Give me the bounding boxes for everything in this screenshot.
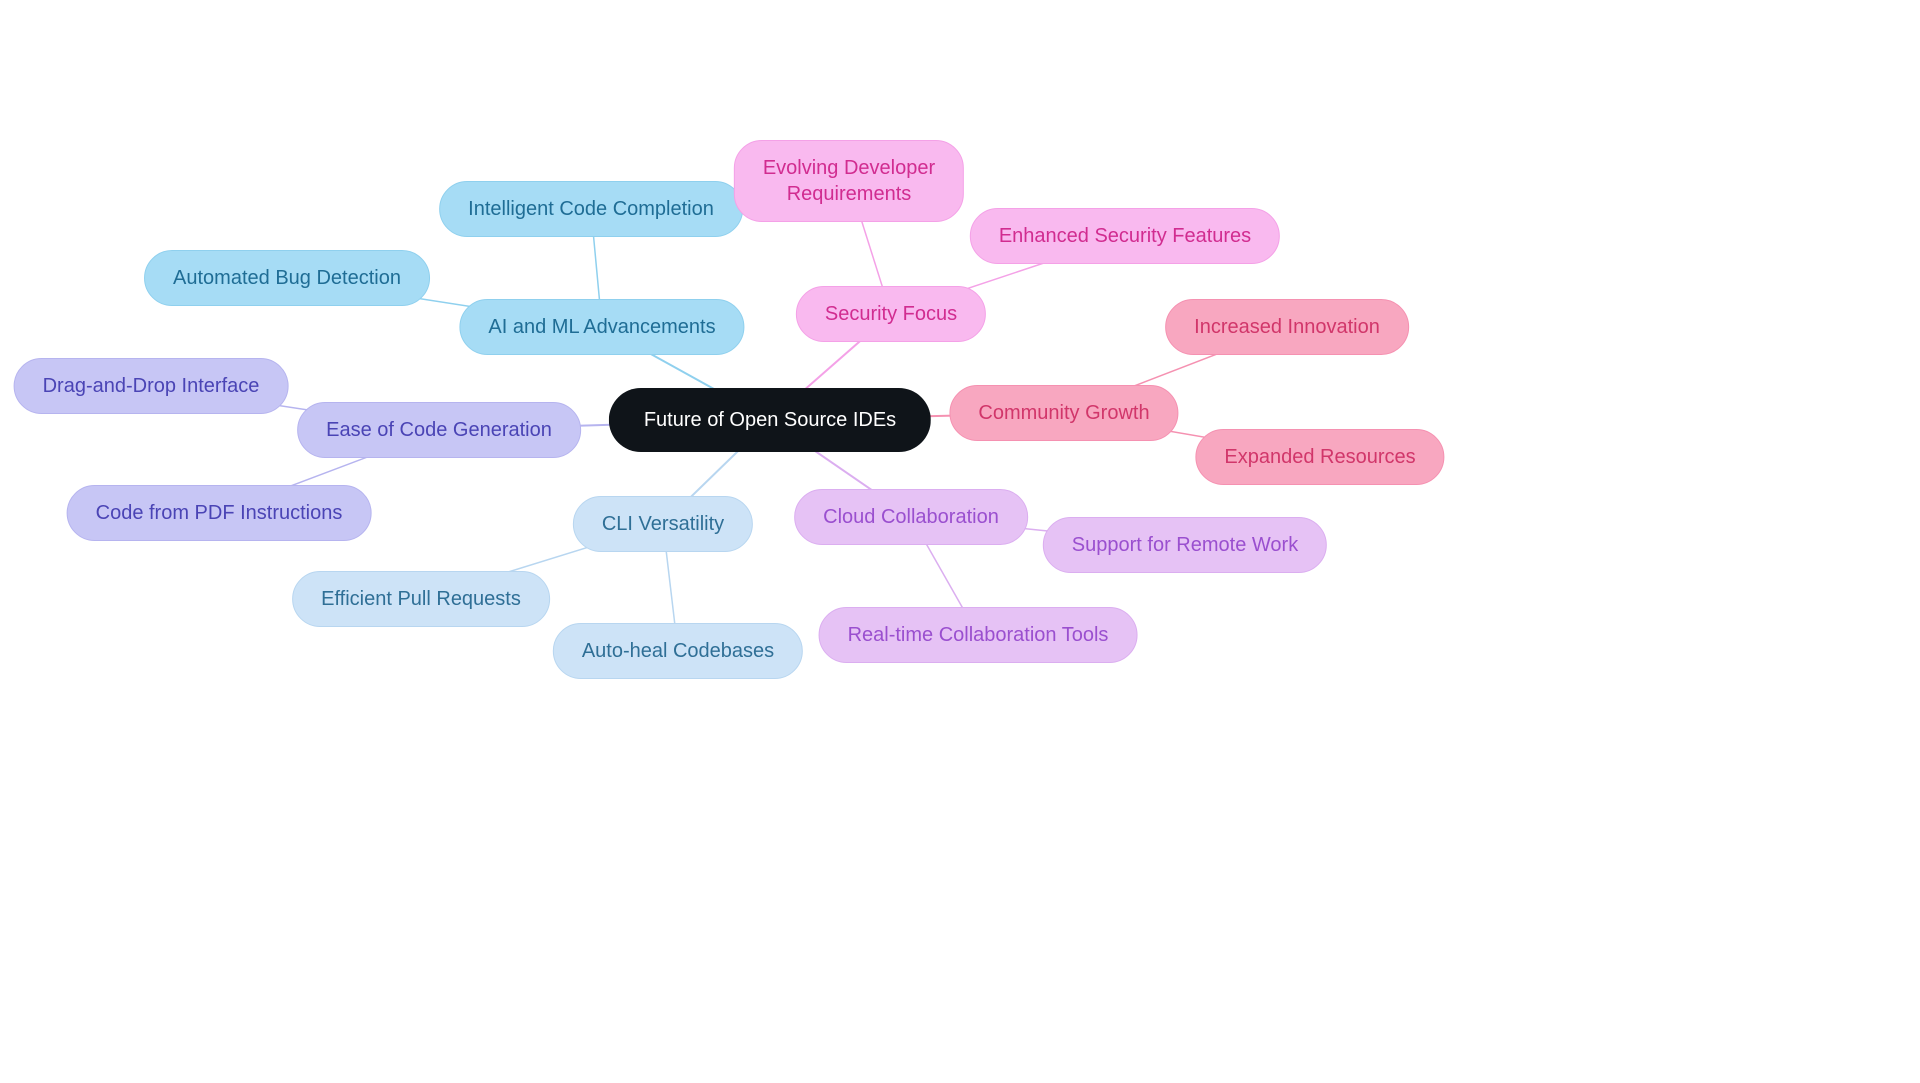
- node-label: Future of Open Source IDEs: [644, 409, 896, 431]
- node-label: Cloud Collaboration: [823, 506, 999, 528]
- node-label: Automated Bug Detection: [173, 267, 401, 289]
- mindmap-node: AI and ML Advancements: [459, 299, 744, 355]
- node-label: Drag-and-Drop Interface: [43, 375, 260, 397]
- mindmap-node: Community Growth: [949, 385, 1178, 441]
- node-label: Support for Remote Work: [1072, 534, 1298, 556]
- mindmap-node: Evolving Developer Requirements: [734, 140, 964, 222]
- mindmap-node: Efficient Pull Requests: [292, 571, 550, 627]
- node-label: Efficient Pull Requests: [321, 588, 521, 610]
- mindmap-node: Auto-heal Codebases: [553, 623, 803, 679]
- node-label: Expanded Resources: [1224, 446, 1415, 468]
- mindmap-node: Increased Innovation: [1165, 299, 1409, 355]
- mindmap-node: Intelligent Code Completion: [439, 181, 743, 237]
- node-label: Ease of Code Generation: [326, 419, 552, 441]
- mindmap-node: Support for Remote Work: [1043, 517, 1327, 573]
- mindmap-node: Security Focus: [796, 286, 986, 342]
- node-label: Community Growth: [978, 402, 1149, 424]
- node-label: Security Focus: [825, 303, 957, 325]
- mindmap-node: CLI Versatility: [573, 496, 753, 552]
- mindmap-node: Enhanced Security Features: [970, 208, 1280, 264]
- mindmap-node: Ease of Code Generation: [297, 402, 581, 458]
- mindmap-node: Automated Bug Detection: [144, 250, 430, 306]
- mindmap-node: Code from PDF Instructions: [67, 485, 372, 541]
- node-label: Code from PDF Instructions: [96, 502, 343, 524]
- node-label: Intelligent Code Completion: [468, 198, 714, 220]
- mindmap-node: Expanded Resources: [1195, 429, 1444, 485]
- mindmap-center-node: Future of Open Source IDEs: [609, 388, 931, 452]
- node-label: Enhanced Security Features: [999, 225, 1251, 247]
- node-label: AI and ML Advancements: [488, 316, 715, 338]
- node-label: Real-time Collaboration Tools: [848, 624, 1109, 646]
- mindmap-node: Cloud Collaboration: [794, 489, 1028, 545]
- node-label: Auto-heal Codebases: [582, 640, 774, 662]
- mindmap-node: Real-time Collaboration Tools: [819, 607, 1138, 663]
- node-label: CLI Versatility: [602, 513, 724, 535]
- node-label: Evolving Developer Requirements: [763, 157, 935, 205]
- mindmap-node: Drag-and-Drop Interface: [14, 358, 289, 414]
- node-label: Increased Innovation: [1194, 316, 1380, 338]
